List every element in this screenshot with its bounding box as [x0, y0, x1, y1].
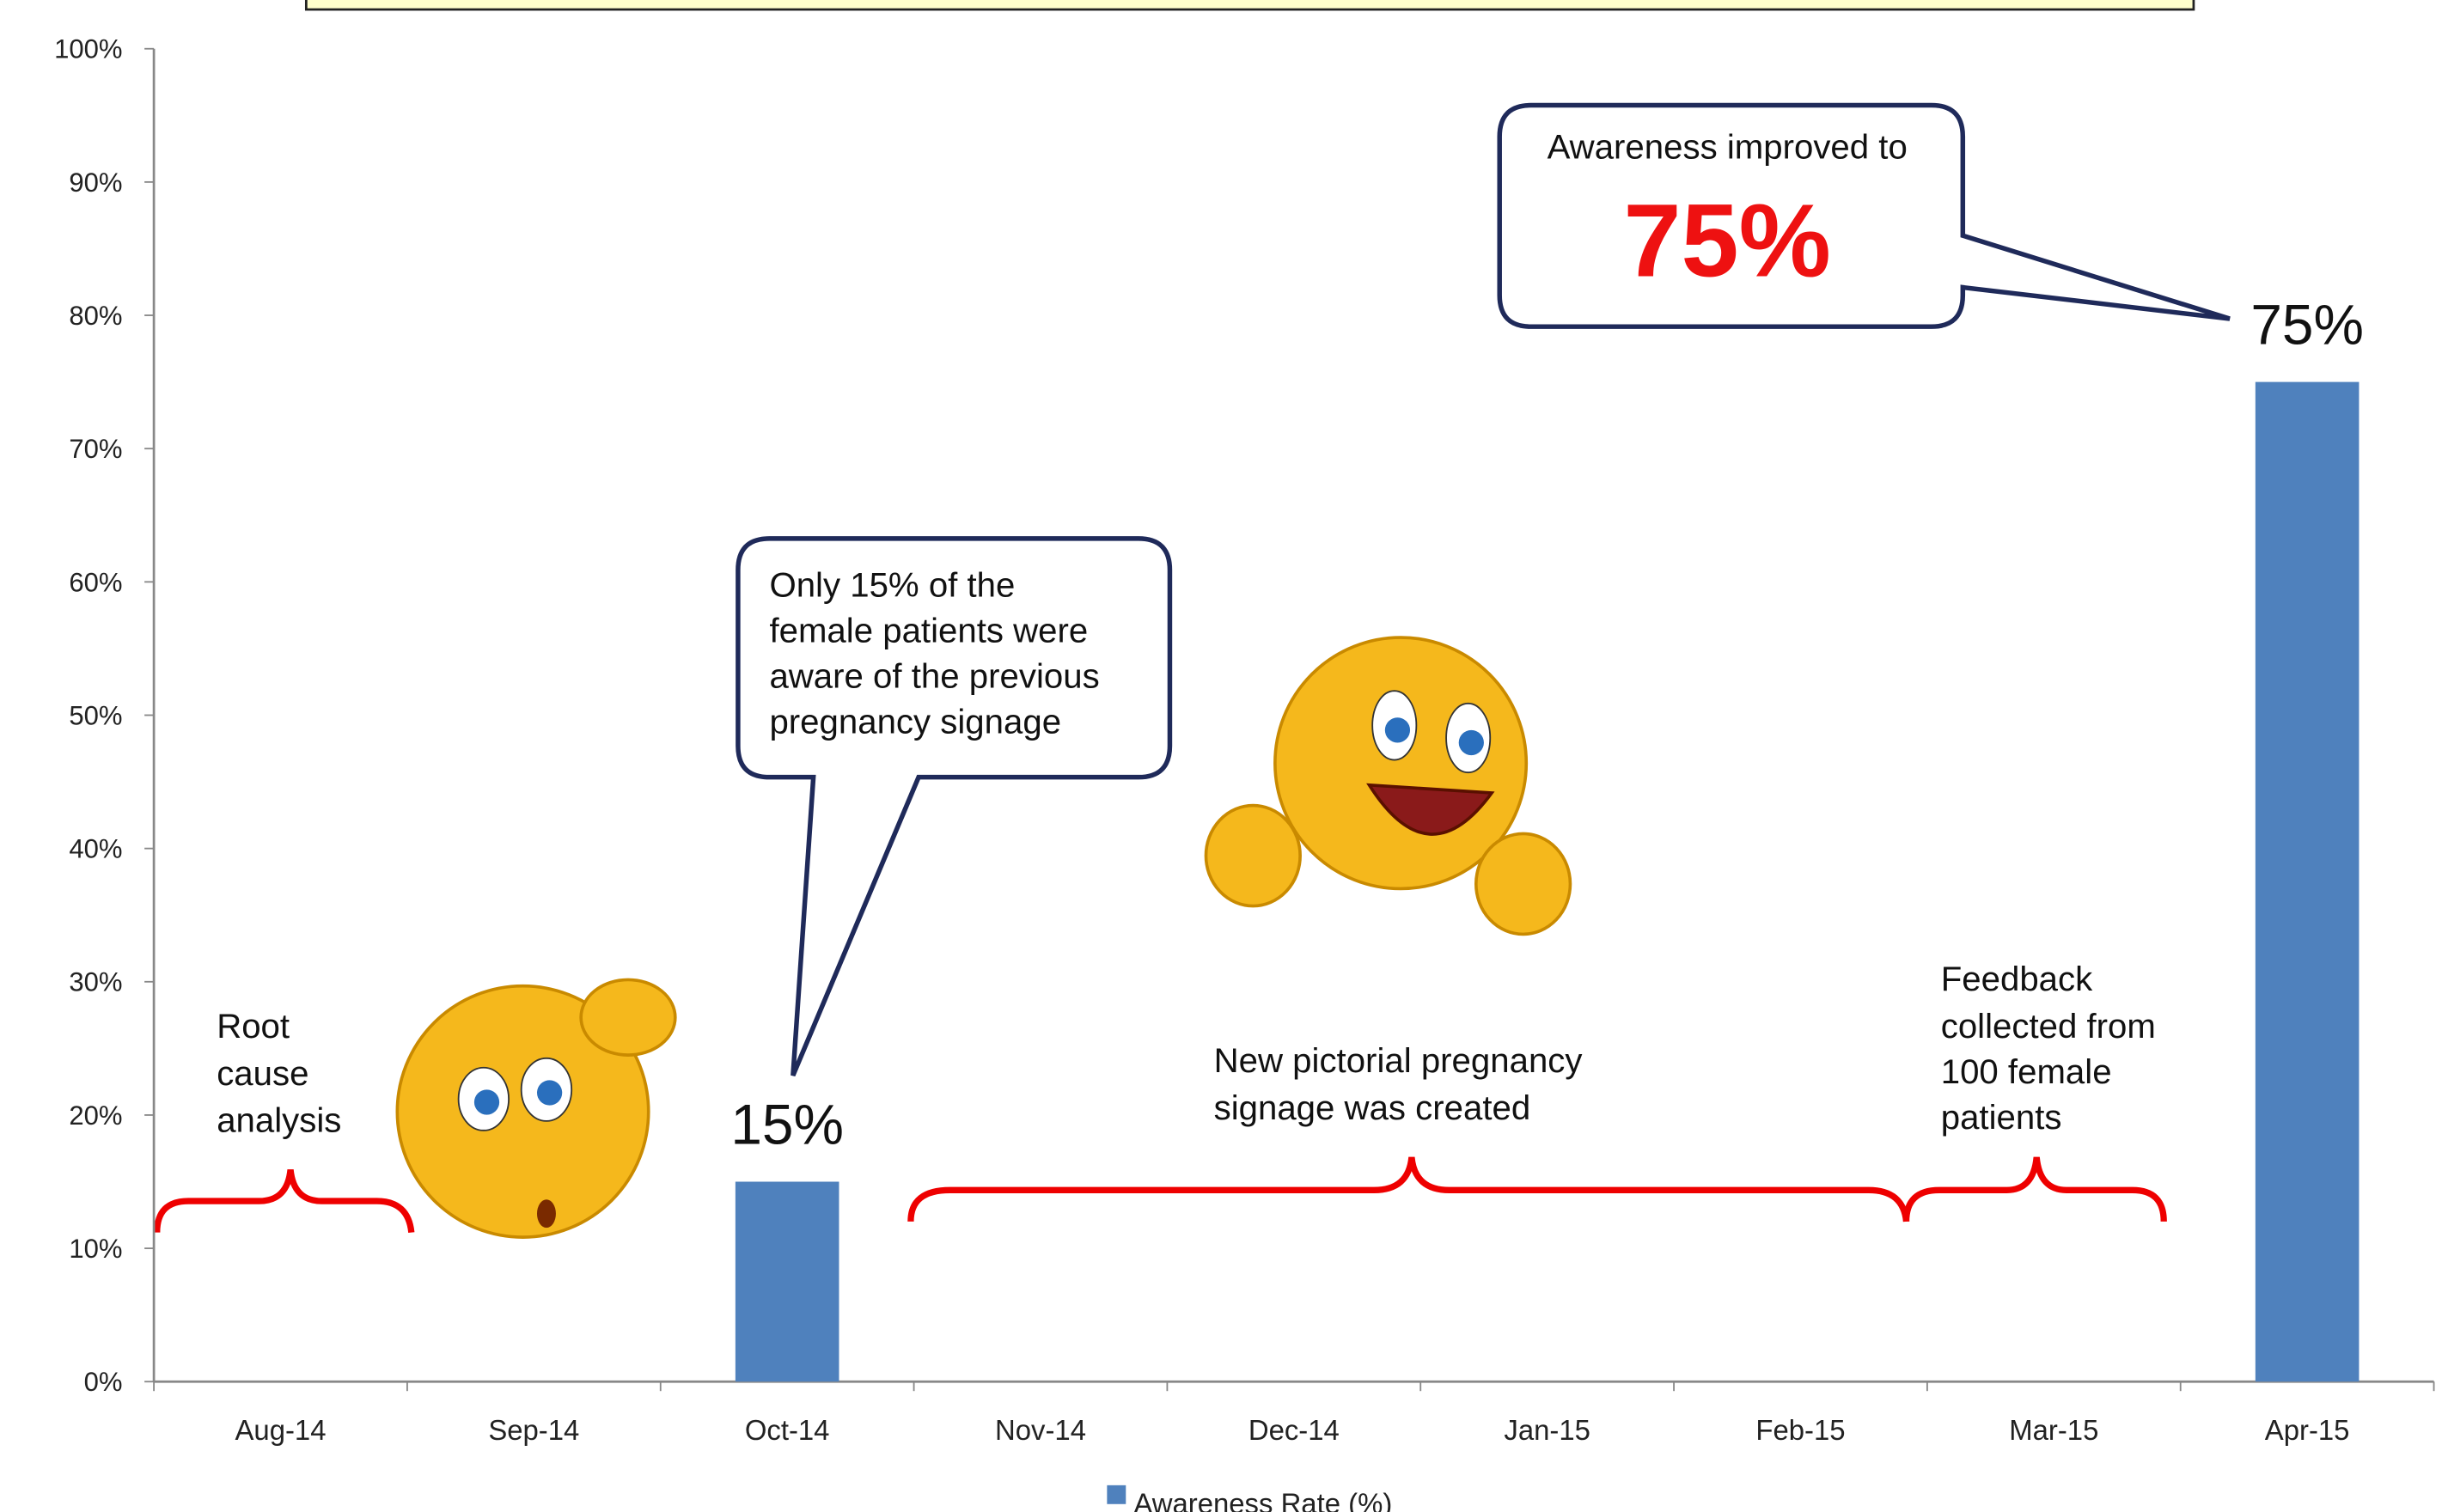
x-tick-label: Feb-15: [1755, 1414, 1845, 1446]
annotation: Root cause analysis: [217, 1007, 341, 1140]
annotation-highlight: 75%: [1623, 183, 1830, 299]
annotation-line: patients: [1941, 1098, 2062, 1137]
value-label: 75%: [2250, 293, 2364, 357]
y-tick-label: 40%: [69, 834, 122, 864]
annotation-line: cause: [217, 1054, 308, 1093]
legend-swatch: [1107, 1485, 1126, 1504]
annotation-line: collected from: [1941, 1007, 2156, 1046]
value-label: 15%: [730, 1093, 844, 1156]
y-tick-label: 0%: [84, 1367, 123, 1397]
x-tick-label: Sep-14: [488, 1414, 579, 1446]
annotation-line: 100 female: [1941, 1052, 2112, 1091]
annotation-line: Root: [217, 1007, 290, 1046]
x-tick-label: Oct-14: [745, 1414, 830, 1446]
annotation-line: analysis: [217, 1101, 341, 1140]
annotation-line: Feedback: [1941, 960, 2093, 998]
annotation: Awareness improved to: [1548, 128, 1908, 167]
emoji-happy: [1206, 637, 1570, 934]
x-tick-label: Apr-15: [2265, 1414, 2350, 1446]
x-tick-label: Aug-14: [235, 1414, 326, 1446]
annotation: Feedback collected from 100 female patients: [1941, 960, 2156, 1137]
annotation-line: signage was created: [1214, 1088, 1531, 1127]
y-tick-label: 50%: [69, 700, 122, 730]
x-tick-label: Jan-15: [1504, 1414, 1590, 1446]
y-tick-label: 20%: [69, 1100, 122, 1131]
chart: Root cause analysis Only 15% of the female …: [0, 0, 2448, 1512]
title-box: [306, 0, 2194, 9]
y-tick-label: 80%: [69, 301, 122, 331]
y-tick-label: 10%: [69, 1234, 122, 1264]
emoji-confused: [397, 979, 675, 1237]
x-tick-label: Nov-14: [995, 1414, 1086, 1446]
annotation-line: pregnancy signage: [769, 703, 1061, 741]
brace: [911, 1157, 1907, 1222]
y-tick-label: 70%: [69, 434, 122, 464]
bar: [2256, 382, 2359, 1382]
brace: [1907, 1157, 2164, 1222]
y-tick-label: 90%: [69, 168, 122, 198]
legend-label: Awareness Rate (%): [1133, 1488, 1392, 1512]
bar: [736, 1182, 839, 1382]
y-tick-label: 100%: [54, 34, 122, 64]
annotation-line: aware of the previous: [769, 657, 1099, 696]
y-tick-label: 30%: [69, 967, 122, 997]
annotation-line: Only 15% of the: [769, 566, 1015, 605]
x-tick-label: Mar-15: [2009, 1414, 2098, 1446]
annotation-line: female patients were: [769, 612, 1088, 650]
annotation: New pictorial pregnancy signage was creat…: [1214, 1041, 1584, 1127]
y-tick-label: 60%: [69, 567, 122, 597]
annotation-line: New pictorial pregnancy: [1214, 1041, 1584, 1080]
brace: [157, 1170, 412, 1233]
x-tick-label: Dec-14: [1248, 1414, 1340, 1446]
